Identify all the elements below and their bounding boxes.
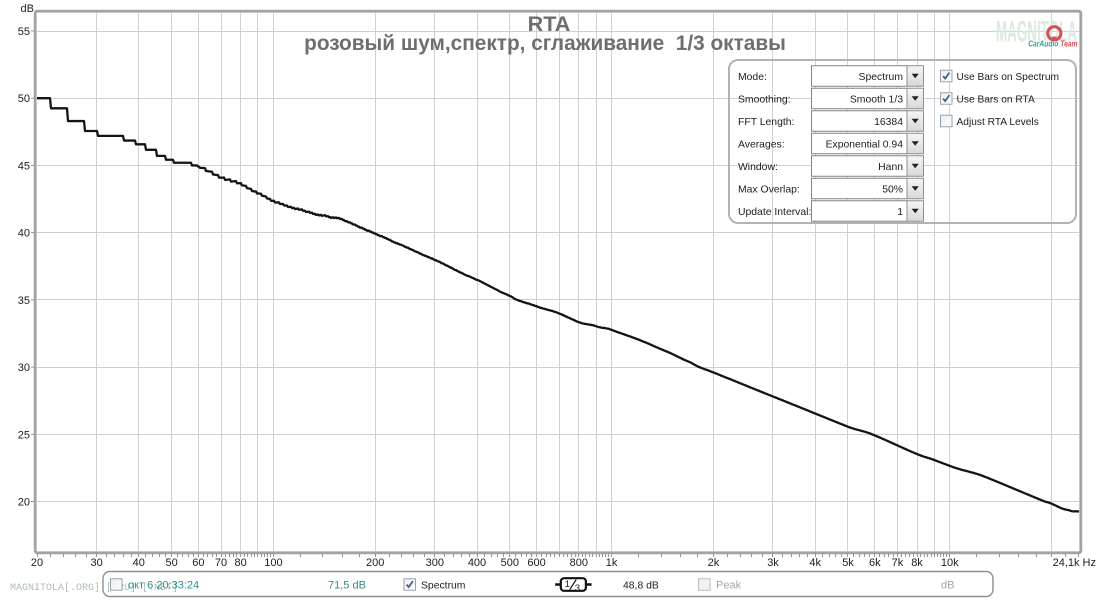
svg-text:Smooth 1/3: Smooth 1/3 [850,95,903,106]
svg-text:3: 3 [575,583,580,594]
svg-text:800: 800 [570,557,588,569]
svg-text:Window:: Window: [738,162,778,173]
svg-text:20: 20 [18,497,30,509]
svg-text:45: 45 [18,160,30,172]
svg-text:Use Bars on RTA: Use Bars on RTA [957,95,1036,106]
svg-text:FFT Length:: FFT Length: [738,117,794,128]
svg-text:200: 200 [366,557,384,569]
svg-text:100: 100 [264,557,282,569]
svg-text:50%: 50% [882,185,903,196]
svg-text:Use Bars on Spectrum: Use Bars on Spectrum [957,72,1059,83]
svg-text:Averages:: Averages: [738,140,785,151]
svg-text:Mode:: Mode: [738,72,767,83]
svg-text:Peak: Peak [716,580,742,592]
svg-text:25: 25 [18,429,30,441]
svg-text:Hann: Hann [878,162,903,173]
svg-text:MAGNITOLA: MAGNITOLA [996,14,1077,48]
svg-text:60: 60 [192,557,204,569]
svg-text:50: 50 [18,93,30,105]
svg-text:3k: 3k [767,557,779,569]
svg-text:20: 20 [31,557,43,569]
svg-text:6k: 6k [869,557,881,569]
svg-text:RTA: RTA [528,11,571,36]
svg-text:dB: dB [21,3,34,15]
svg-text:Spectrum: Spectrum [421,581,465,592]
svg-text:70: 70 [215,557,227,569]
svg-text:1: 1 [897,207,903,218]
svg-text:2k: 2k [708,557,720,569]
svg-text:7k: 7k [892,557,904,569]
svg-text:Exponential 0.94: Exponential 0.94 [826,140,904,151]
svg-text:CarAudio Team: CarAudio Team [1028,38,1077,48]
svg-text:40: 40 [18,228,30,240]
svg-text:30: 30 [18,362,30,374]
svg-text:48,8 dB: 48,8 dB [623,581,659,592]
svg-text:400: 400 [468,557,486,569]
svg-text:Max Overlap:: Max Overlap: [738,185,800,196]
svg-text:окт 6 20:33:24: окт 6 20:33:24 [128,580,199,592]
svg-text:розовый шум,спектр, сглаживани: розовый шум,спектр, сглаживание 1/3 окта… [304,32,786,55]
svg-text:40: 40 [133,557,145,569]
svg-text:80: 80 [234,557,246,569]
svg-text:Update Interval:: Update Interval: [738,207,811,218]
svg-text:50: 50 [165,557,177,569]
svg-text:30: 30 [90,557,102,569]
svg-text:500: 500 [501,557,519,569]
svg-text:16384: 16384 [874,117,903,128]
svg-text:Adjust RTA Levels: Adjust RTA Levels [957,117,1039,128]
svg-text:35: 35 [18,295,30,307]
svg-text:24,1k Hz: 24,1k Hz [1053,557,1096,569]
svg-text:1k: 1k [606,557,618,569]
svg-text:4k: 4k [809,557,821,569]
svg-text:5k: 5k [842,557,854,569]
svg-text:MAGNITOLA[.ORG] [.RU] [.NET]: MAGNITOLA[.ORG] [.RU] [.NET] [10,582,178,594]
svg-text:8k: 8k [911,557,923,569]
svg-text:1: 1 [565,579,570,590]
svg-text:55: 55 [18,26,30,38]
svg-text:Spectrum: Spectrum [859,72,903,83]
svg-text:71,5 dB: 71,5 dB [328,580,366,592]
svg-text:600: 600 [527,557,545,569]
svg-text:Smoothing:: Smoothing: [738,95,791,106]
svg-text:10k: 10k [941,557,959,569]
svg-text:dB: dB [941,580,954,592]
svg-text:300: 300 [426,557,444,569]
